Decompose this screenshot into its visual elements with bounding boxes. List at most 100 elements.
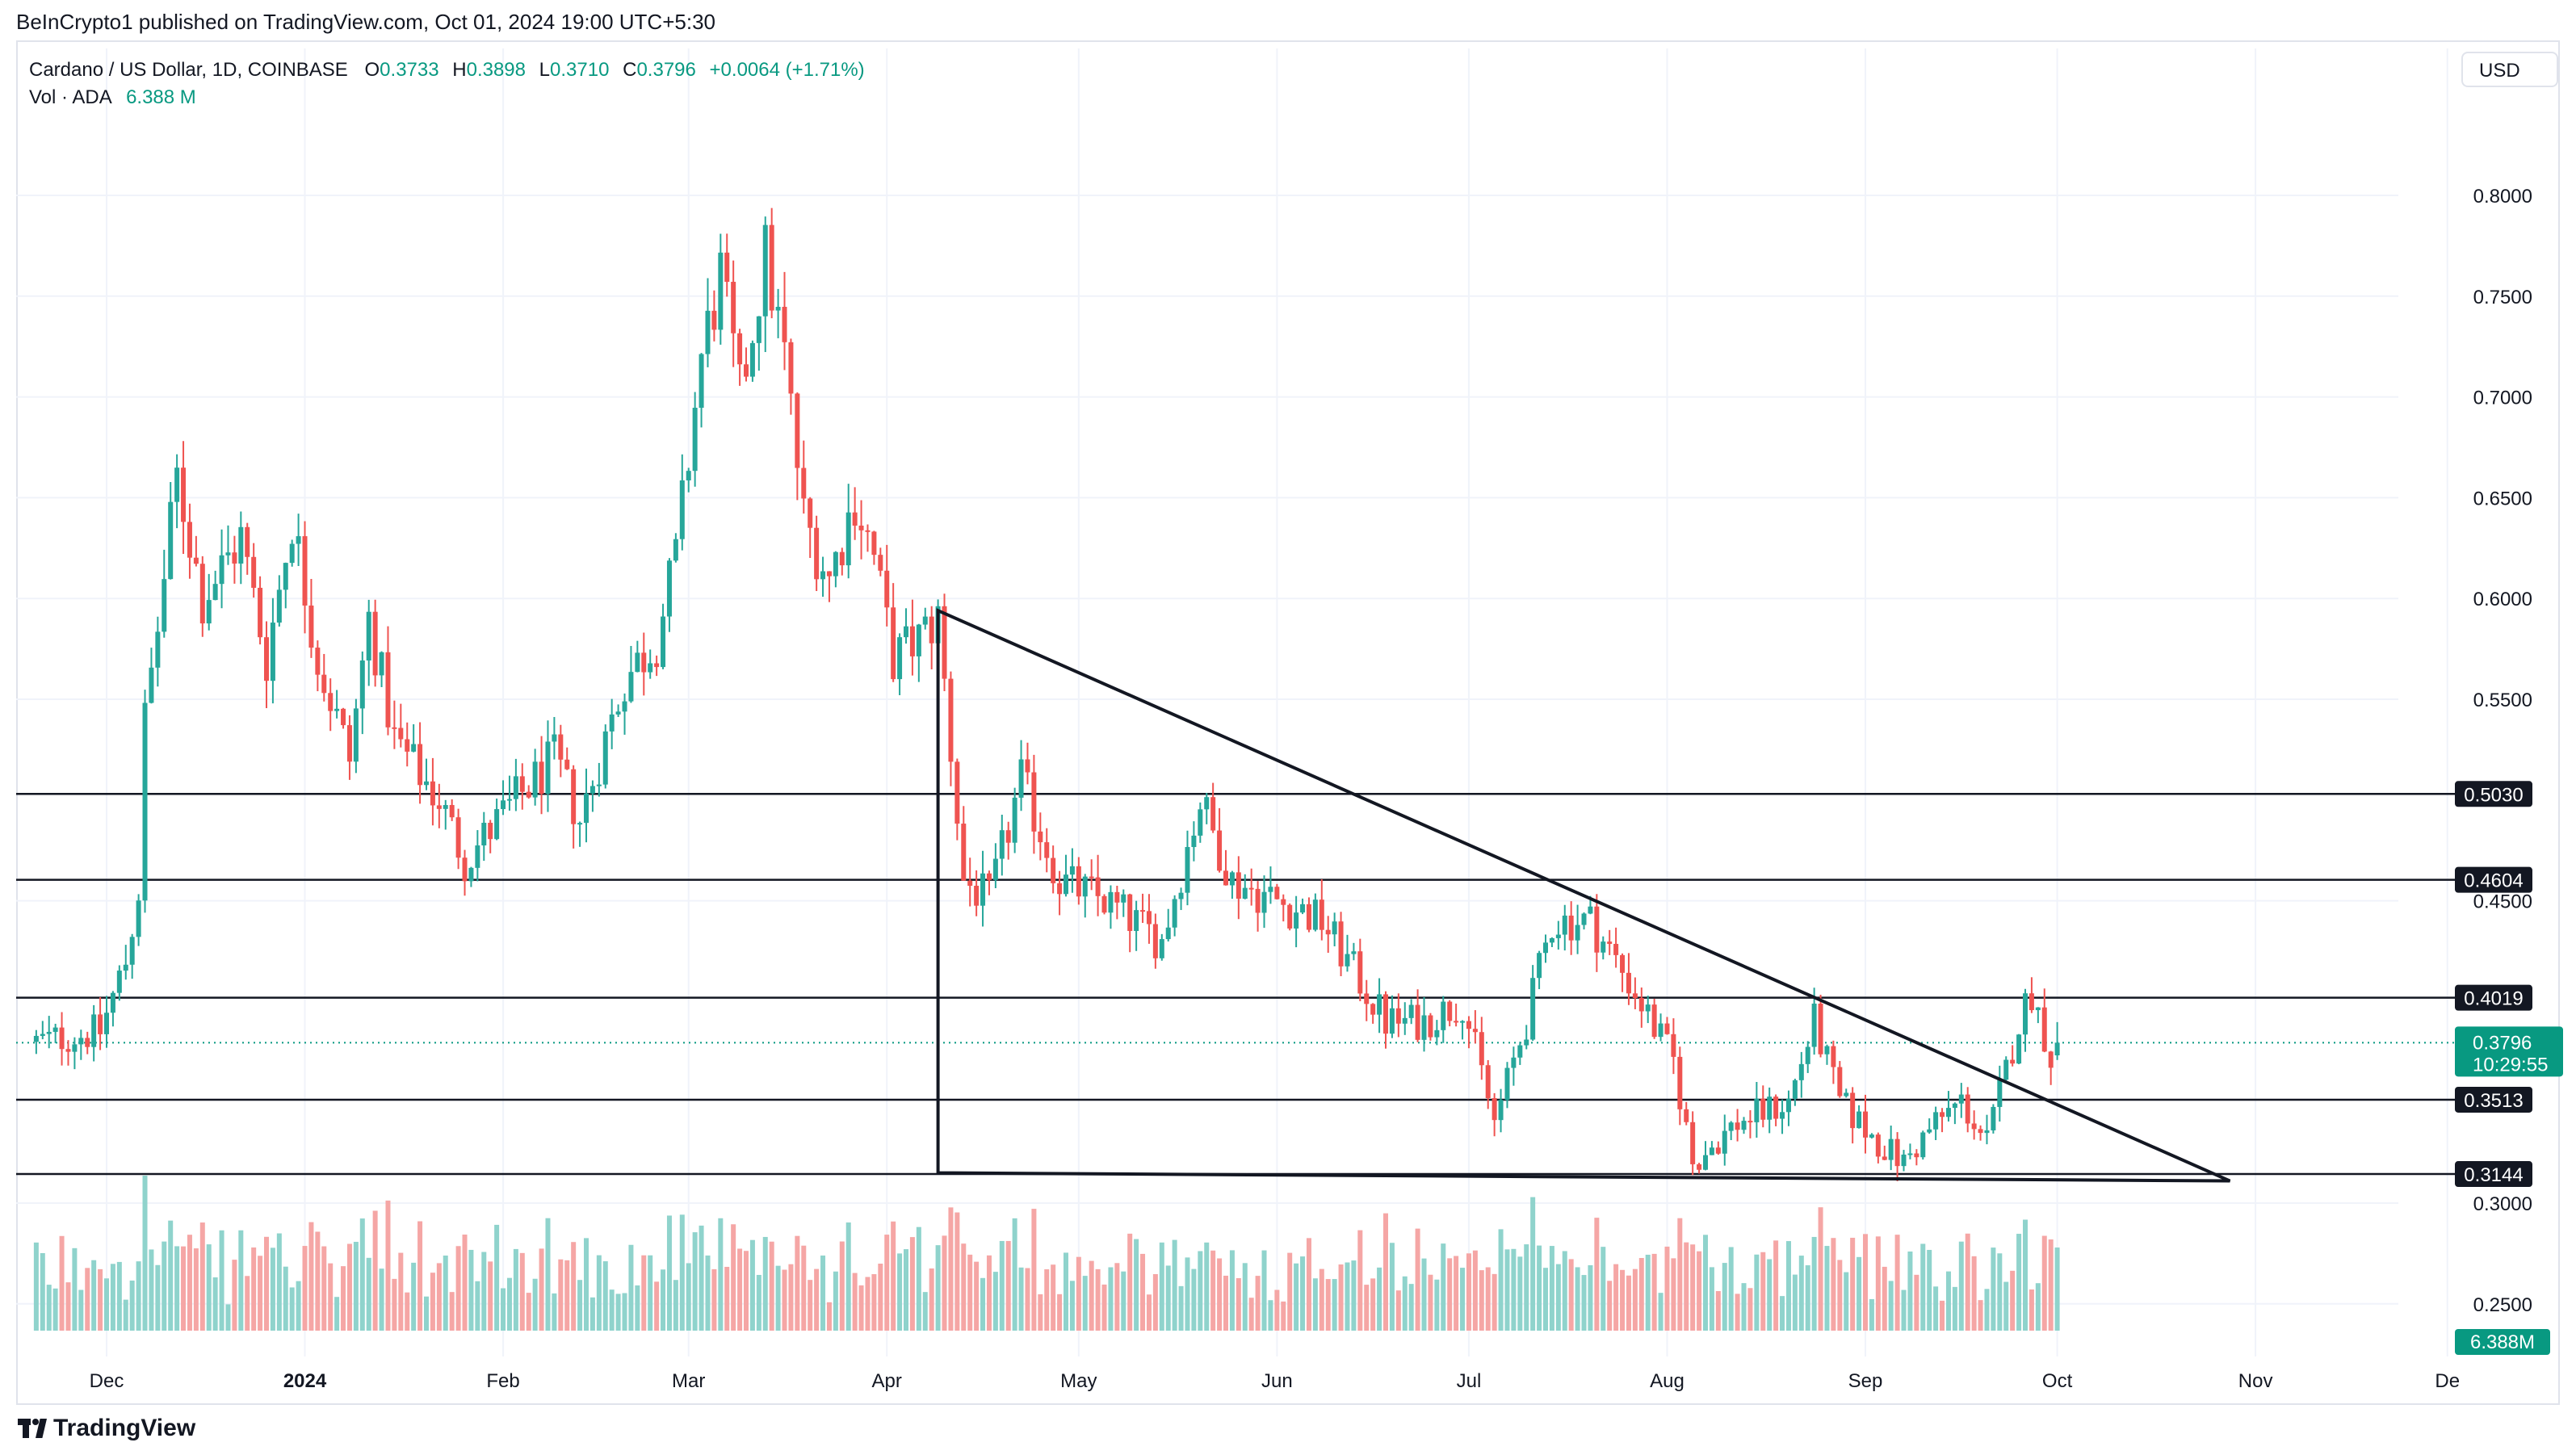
volume-bar (270, 1247, 275, 1331)
candle-body (1760, 1098, 1766, 1120)
price-tick-label: 0.5500 (2473, 690, 2532, 711)
candle-body (1773, 1096, 1779, 1119)
candle-body (801, 468, 807, 499)
candle-body (212, 584, 218, 601)
volume-bar (1466, 1253, 1471, 1331)
candle-body (1121, 894, 1126, 903)
volume-bar (1383, 1213, 1388, 1331)
candle-body (174, 468, 180, 502)
volume-bar (558, 1259, 564, 1331)
candle-body (1863, 1111, 1868, 1138)
candle-body (686, 471, 691, 480)
candle-body (1626, 972, 1631, 994)
candle-body (814, 527, 820, 580)
candle-body (1178, 892, 1184, 899)
volume-bar (801, 1245, 807, 1331)
volume-bar (795, 1235, 800, 1331)
candle-body (1185, 847, 1190, 893)
volume-bar (225, 1304, 231, 1331)
currency-button[interactable]: USD (2461, 52, 2558, 87)
volume-bar (1620, 1269, 1626, 1331)
price-tick-label: 0.7500 (2473, 287, 2532, 308)
tradingview-logo[interactable]: TradingView (18, 1415, 195, 1442)
candle-body (749, 342, 755, 377)
candle-body (526, 791, 531, 798)
volume-bar (1971, 1256, 1977, 1331)
volume-bar (1485, 1267, 1491, 1331)
volume-bar (673, 1280, 678, 1331)
candle-body (1172, 899, 1177, 928)
volume-bar (628, 1244, 634, 1331)
candle-body (1658, 1023, 1663, 1038)
candle-body (673, 539, 678, 561)
candle-body (98, 1014, 103, 1034)
volume-bar (1773, 1240, 1779, 1331)
candle-body (545, 741, 551, 795)
candle-body (1146, 911, 1152, 925)
volume-bar (1460, 1268, 1466, 1331)
volume-bar (321, 1246, 327, 1331)
candle-body (1971, 1123, 1977, 1130)
volume-bar (641, 1255, 647, 1331)
volume-bar (1345, 1262, 1350, 1331)
candle-body (2010, 1059, 2016, 1064)
candle-body (1415, 1004, 1420, 1040)
volume-bar (1140, 1253, 1146, 1331)
volume-bar (1581, 1275, 1587, 1331)
volume-bar (1300, 1256, 1306, 1331)
candle-body (820, 571, 826, 580)
candle-body (392, 727, 397, 729)
volume-bar (2028, 1289, 2034, 1331)
volume-bar (449, 1292, 455, 1331)
volume-bar (584, 1238, 589, 1331)
candle-body (1351, 951, 1357, 954)
volume-bar (238, 1230, 244, 1331)
volume-bar (1210, 1250, 1216, 1331)
level-badge (2455, 781, 2532, 807)
candle-body (724, 252, 730, 283)
candle-body (328, 693, 334, 711)
volume-bar (622, 1293, 627, 1331)
volume-bar (589, 1297, 595, 1331)
candle-body (481, 823, 487, 846)
volume-bar (1844, 1272, 1849, 1331)
candle-body (1018, 759, 1024, 798)
candle-body (1447, 1001, 1453, 1021)
candle-body (1991, 1106, 1996, 1130)
volume-bar (1517, 1256, 1523, 1331)
chart-legend: Cardano / US Dollar, 1D, COINBASE O0.373… (29, 57, 865, 111)
candle-body (1140, 910, 1146, 912)
volume-bar (181, 1246, 187, 1331)
low-label: L (539, 59, 551, 81)
candle-body (1811, 1003, 1817, 1047)
volume-bar (1402, 1276, 1408, 1331)
candle-body (1805, 1046, 1810, 1064)
candle-body (1677, 1056, 1683, 1109)
candle-body (909, 626, 915, 656)
candle-body (916, 624, 921, 656)
volume-bar (1690, 1244, 1696, 1331)
candle-body (1248, 887, 1254, 890)
change-value: +0.0064 (+1.71%) (709, 59, 865, 81)
volume-bar (1025, 1268, 1030, 1331)
candle-body (852, 512, 858, 526)
candle-body (110, 992, 115, 1013)
candle-body (826, 571, 832, 577)
volume-bar (1767, 1259, 1773, 1331)
volume-bar (878, 1264, 883, 1331)
candle-body (1831, 1046, 1836, 1067)
volume-bar (91, 1260, 97, 1331)
volume-bar (749, 1239, 755, 1331)
volume-bar (1134, 1239, 1139, 1331)
candle-body (558, 734, 564, 760)
open-value: 0.3733 (380, 59, 439, 81)
candle-body (264, 637, 269, 681)
volume-bar (513, 1248, 518, 1331)
candle-body (1844, 1092, 1849, 1096)
candle-body (1927, 1129, 1932, 1133)
volume-bar (206, 1244, 212, 1331)
volume-bar (1051, 1264, 1056, 1331)
candle-body (1524, 1039, 1529, 1046)
candle-body (1383, 994, 1388, 1034)
